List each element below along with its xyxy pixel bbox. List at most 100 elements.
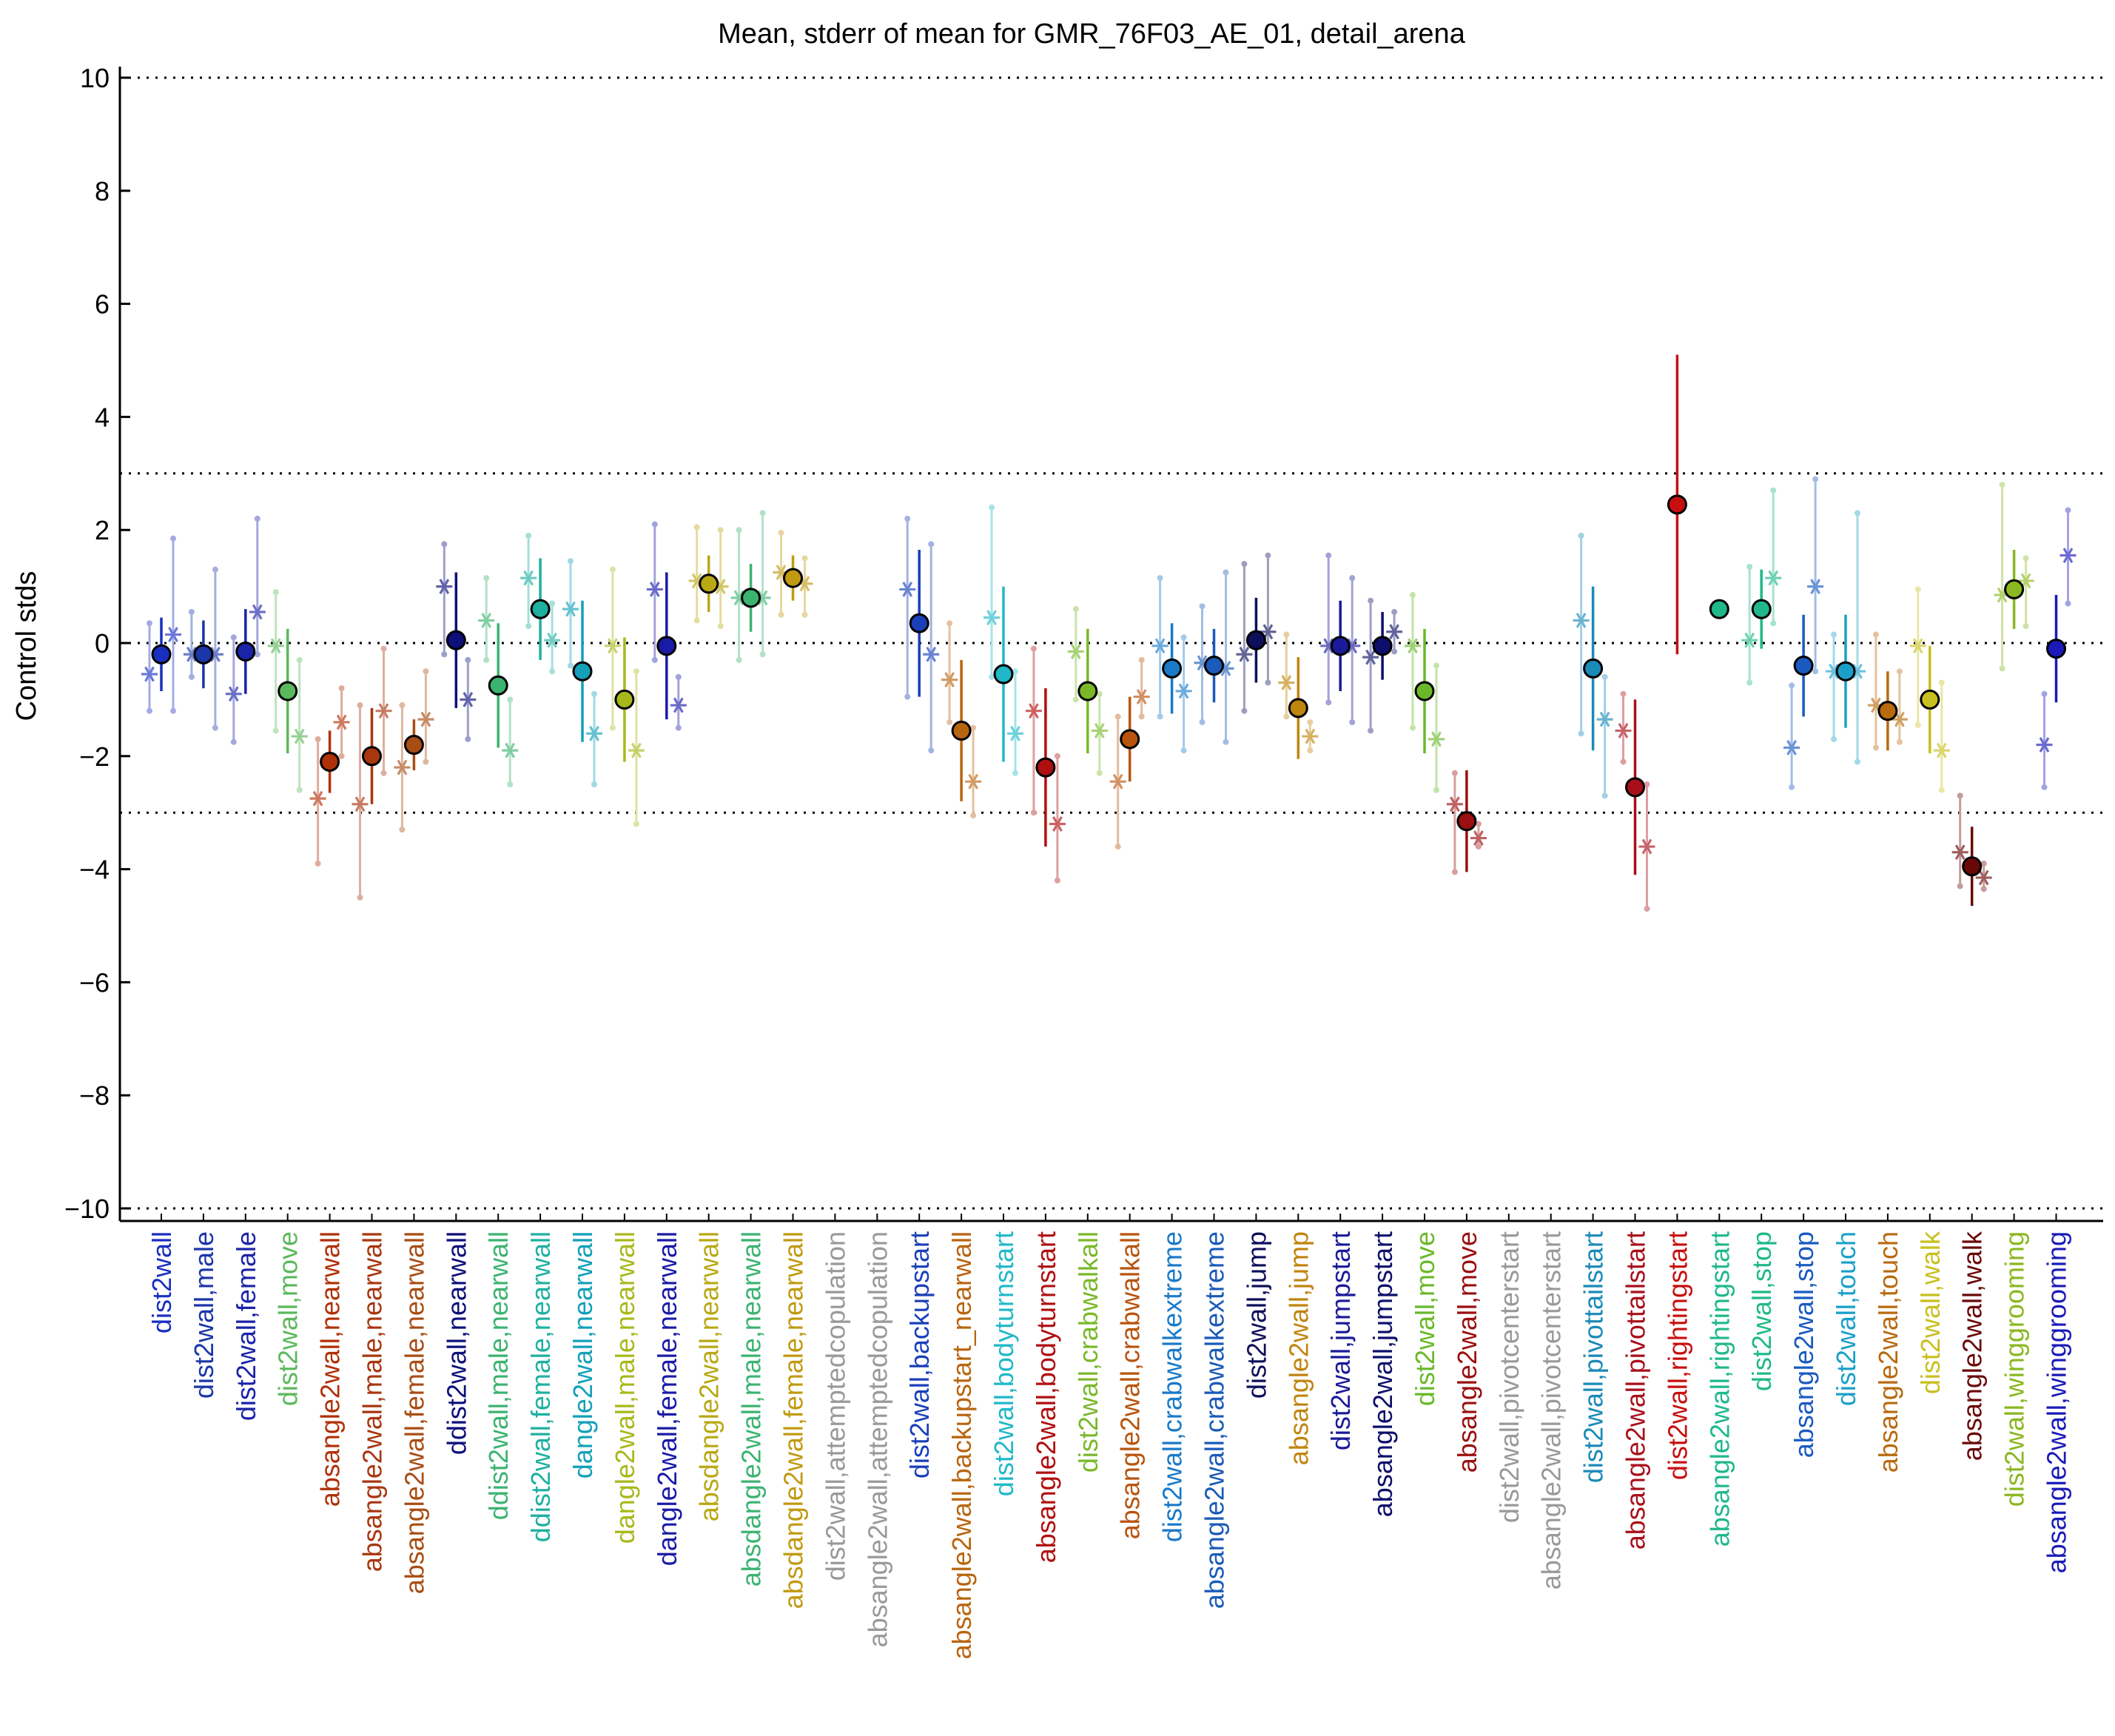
male-range-dot [1283,631,1290,638]
female-range-dot [1855,758,1860,765]
female-range-dot [465,656,471,663]
male-mean-marker [1151,638,1169,654]
female-range-dot [1307,747,1314,754]
male-mean-marker [1236,646,1253,662]
y-tick-label: −2 [79,741,110,772]
female-mean-marker [2059,548,2077,563]
male-range-dot [736,656,742,663]
male-range-dot [1410,724,1416,731]
mean-marker [699,573,719,594]
male-range-dot [441,541,448,548]
male-range-dot [483,575,490,582]
x-tick-label: dist2wall,pivotcenterstart [1494,1231,1524,1523]
x-tick-label: absangle2wall,attemptedcopulation [862,1231,892,1647]
x-tick-label: absangle2wall,rightingstart [1704,1231,1735,1547]
female-range-dot [1644,781,1650,787]
male-range-dot [1831,631,1837,638]
male-mean-marker [2036,737,2053,753]
female-range-dot [591,781,597,787]
male-range-dot [946,620,953,627]
female-mean-marker [1091,723,1108,739]
y-tick-label: −6 [79,967,110,997]
x-tick-label: dist2wall,backupstart [904,1231,935,1478]
female-range-dot [675,724,682,731]
female-range-dot [928,541,935,548]
male-range-dot [568,662,574,669]
y-tick-label: 4 [95,402,110,432]
x-tick-label: absangle2wall,move [1452,1231,1482,1473]
x-tick-label: absdangle2wall,male,nearwall [736,1231,767,1587]
male-range-dot [1620,690,1627,697]
mean-marker [1583,658,1604,679]
male-mean-marker [1615,723,1632,739]
female-range-dot [1601,793,1608,799]
male-range-dot [272,589,279,596]
female-range-dot [1896,739,1903,745]
female-mean-marker [965,773,982,790]
mean-marker [2046,639,2066,659]
male-mean-marker [436,579,453,594]
female-mean-marker [460,692,477,707]
male-range-dot [1199,719,1206,725]
female-range-dot [633,668,639,675]
mean-marker [235,641,256,662]
female-range-dot [801,611,808,618]
mean-marker [1456,811,1477,832]
x-tick-label: dist2wall,move [1410,1231,1440,1406]
female-range-dot [759,510,766,517]
x-tick-label: absangle2wall,jump [1283,1231,1314,1465]
female-mean-marker [586,725,602,741]
male-range-dot [1746,679,1753,686]
female-range-dot [1770,487,1777,494]
mean-marker [1920,689,1940,710]
male-mean-marker [225,686,242,702]
mean-marker [614,689,635,710]
male-range-dot [1578,730,1584,737]
mean-marker [1667,494,1687,515]
mean-marker [193,644,214,665]
mean-marker [1288,698,1308,719]
x-tick-label: absangle2wall,bodyturnstart [1031,1231,1061,1563]
male-range-dot [1199,603,1206,610]
female-range-dot [1980,860,1987,867]
female-range-dot [2022,623,2029,630]
x-tick-label: absangle2wall,backupstart_nearwall [946,1231,977,1659]
x-tick-label: absdangle2wall,nearwall [694,1231,724,1521]
y-tick-label: −8 [79,1080,110,1111]
female-mean-marker [1975,869,1992,886]
mean-marker [278,681,298,702]
female-mean-marker [249,604,266,620]
female-range-dot [1307,719,1314,725]
y-tick-label: 10 [80,63,110,93]
female-mean-marker [544,632,561,648]
male-range-dot [778,611,784,618]
female-range-dot [1391,648,1398,655]
female-range-dot [1855,510,1860,517]
male-range-dot [904,515,911,522]
female-range-dot [1096,770,1103,776]
female-mean-marker [1765,570,1782,586]
female-range-dot [338,753,345,759]
female-mean-marker [502,742,519,758]
x-tick-label: absangle2wall,crabwalkall [1115,1231,1146,1539]
mean-marker [572,661,593,682]
male-range-dot [1368,597,1374,604]
female-range-dot [170,535,176,542]
female-range-dot [549,600,556,607]
male-range-dot [230,739,237,745]
male-mean-marker [604,638,621,654]
male-range-dot [357,702,363,709]
female-range-dot [1265,679,1271,686]
male-range-dot [609,566,616,573]
male-mean-marker [1109,773,1126,790]
male-range-dot [525,623,532,630]
male-range-dot [483,656,490,663]
female-range-dot [1180,747,1187,754]
female-range-dot [759,651,766,658]
x-tick-label: dist2wall,male [189,1231,219,1399]
mean-marker [1162,658,1183,679]
x-tick-label: absangle2wall,crabwalkextreme [1200,1231,1230,1609]
male-mean-marker [899,582,916,597]
x-tick-label: absangle2wall,pivottailstart [1621,1231,1651,1550]
male-range-dot [693,524,700,531]
